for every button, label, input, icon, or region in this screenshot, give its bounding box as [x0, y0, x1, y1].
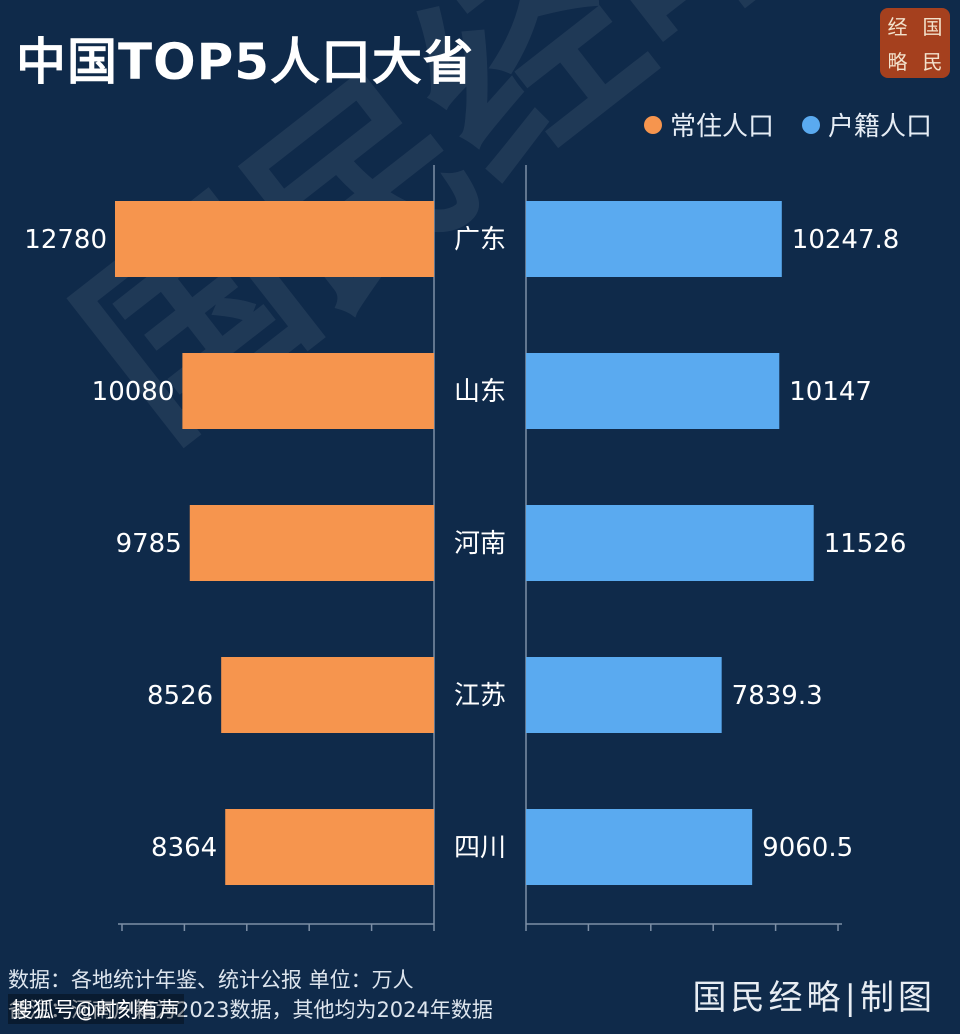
- data-note: 备注：河南户籍为2023数据，其他均为2024年数据: [8, 998, 493, 1022]
- legend-label: 户籍人口: [827, 112, 932, 142]
- category-label: 山东: [454, 377, 506, 407]
- source-note: 数据：各地统计年鉴、统计公报 单位：万人: [8, 968, 414, 992]
- bar-resident: [182, 353, 434, 429]
- category-label: 广东: [454, 225, 506, 255]
- legend-item-registered: 户籍人口: [801, 106, 932, 143]
- legend-dot-icon: [643, 115, 662, 134]
- data-label-resident: 9785: [116, 529, 182, 559]
- bar-registered: [526, 201, 782, 277]
- data-label-registered: 10147: [789, 377, 872, 407]
- logo-char: 民: [922, 50, 943, 74]
- data-label-resident: 12780: [24, 225, 107, 255]
- butterfly-bar-chart: 12780 10247.8 广东 10080 10147 山东 9785 11526 河南 852…: [24, 165, 907, 931]
- data-label-registered: 7839.3: [732, 681, 823, 711]
- legend-item-resident: 常住人口: [643, 106, 774, 143]
- bar-registered: [526, 505, 814, 581]
- category-label: 四川: [454, 833, 506, 863]
- category-label: 江苏: [454, 681, 506, 711]
- brand-credit: 国民经略|制图: [692, 978, 936, 1018]
- bar-registered: [526, 657, 722, 733]
- logo-char: 经: [887, 15, 908, 39]
- legend-label: 常住人口: [669, 112, 774, 142]
- data-label-registered: 9060.5: [762, 833, 853, 863]
- logo-char: 略: [887, 50, 908, 74]
- data-label-resident: 8364: [151, 833, 217, 863]
- brand-logo: 经 国 略 民: [880, 8, 950, 78]
- data-label-registered: 11526: [824, 529, 907, 559]
- bar-resident: [189, 505, 434, 581]
- data-label-resident: 10080: [92, 377, 175, 407]
- bar-resident: [225, 809, 434, 885]
- bar-resident: [115, 201, 434, 277]
- logo-char: 国: [922, 15, 943, 39]
- sohu-watermark: 搜狐号@时刻有声: [8, 994, 184, 1024]
- category-label: 河南: [454, 529, 506, 559]
- legend: 常住人口 户籍人口: [643, 106, 932, 143]
- legend-dot-icon: [801, 115, 820, 134]
- data-label-resident: 8526: [147, 681, 213, 711]
- bar-registered: [526, 353, 780, 429]
- data-label-registered: 10247.8: [792, 225, 900, 255]
- bar-registered: [526, 809, 753, 885]
- page-title: 中国TOP5人口大省: [16, 33, 475, 91]
- bar-resident: [221, 657, 434, 733]
